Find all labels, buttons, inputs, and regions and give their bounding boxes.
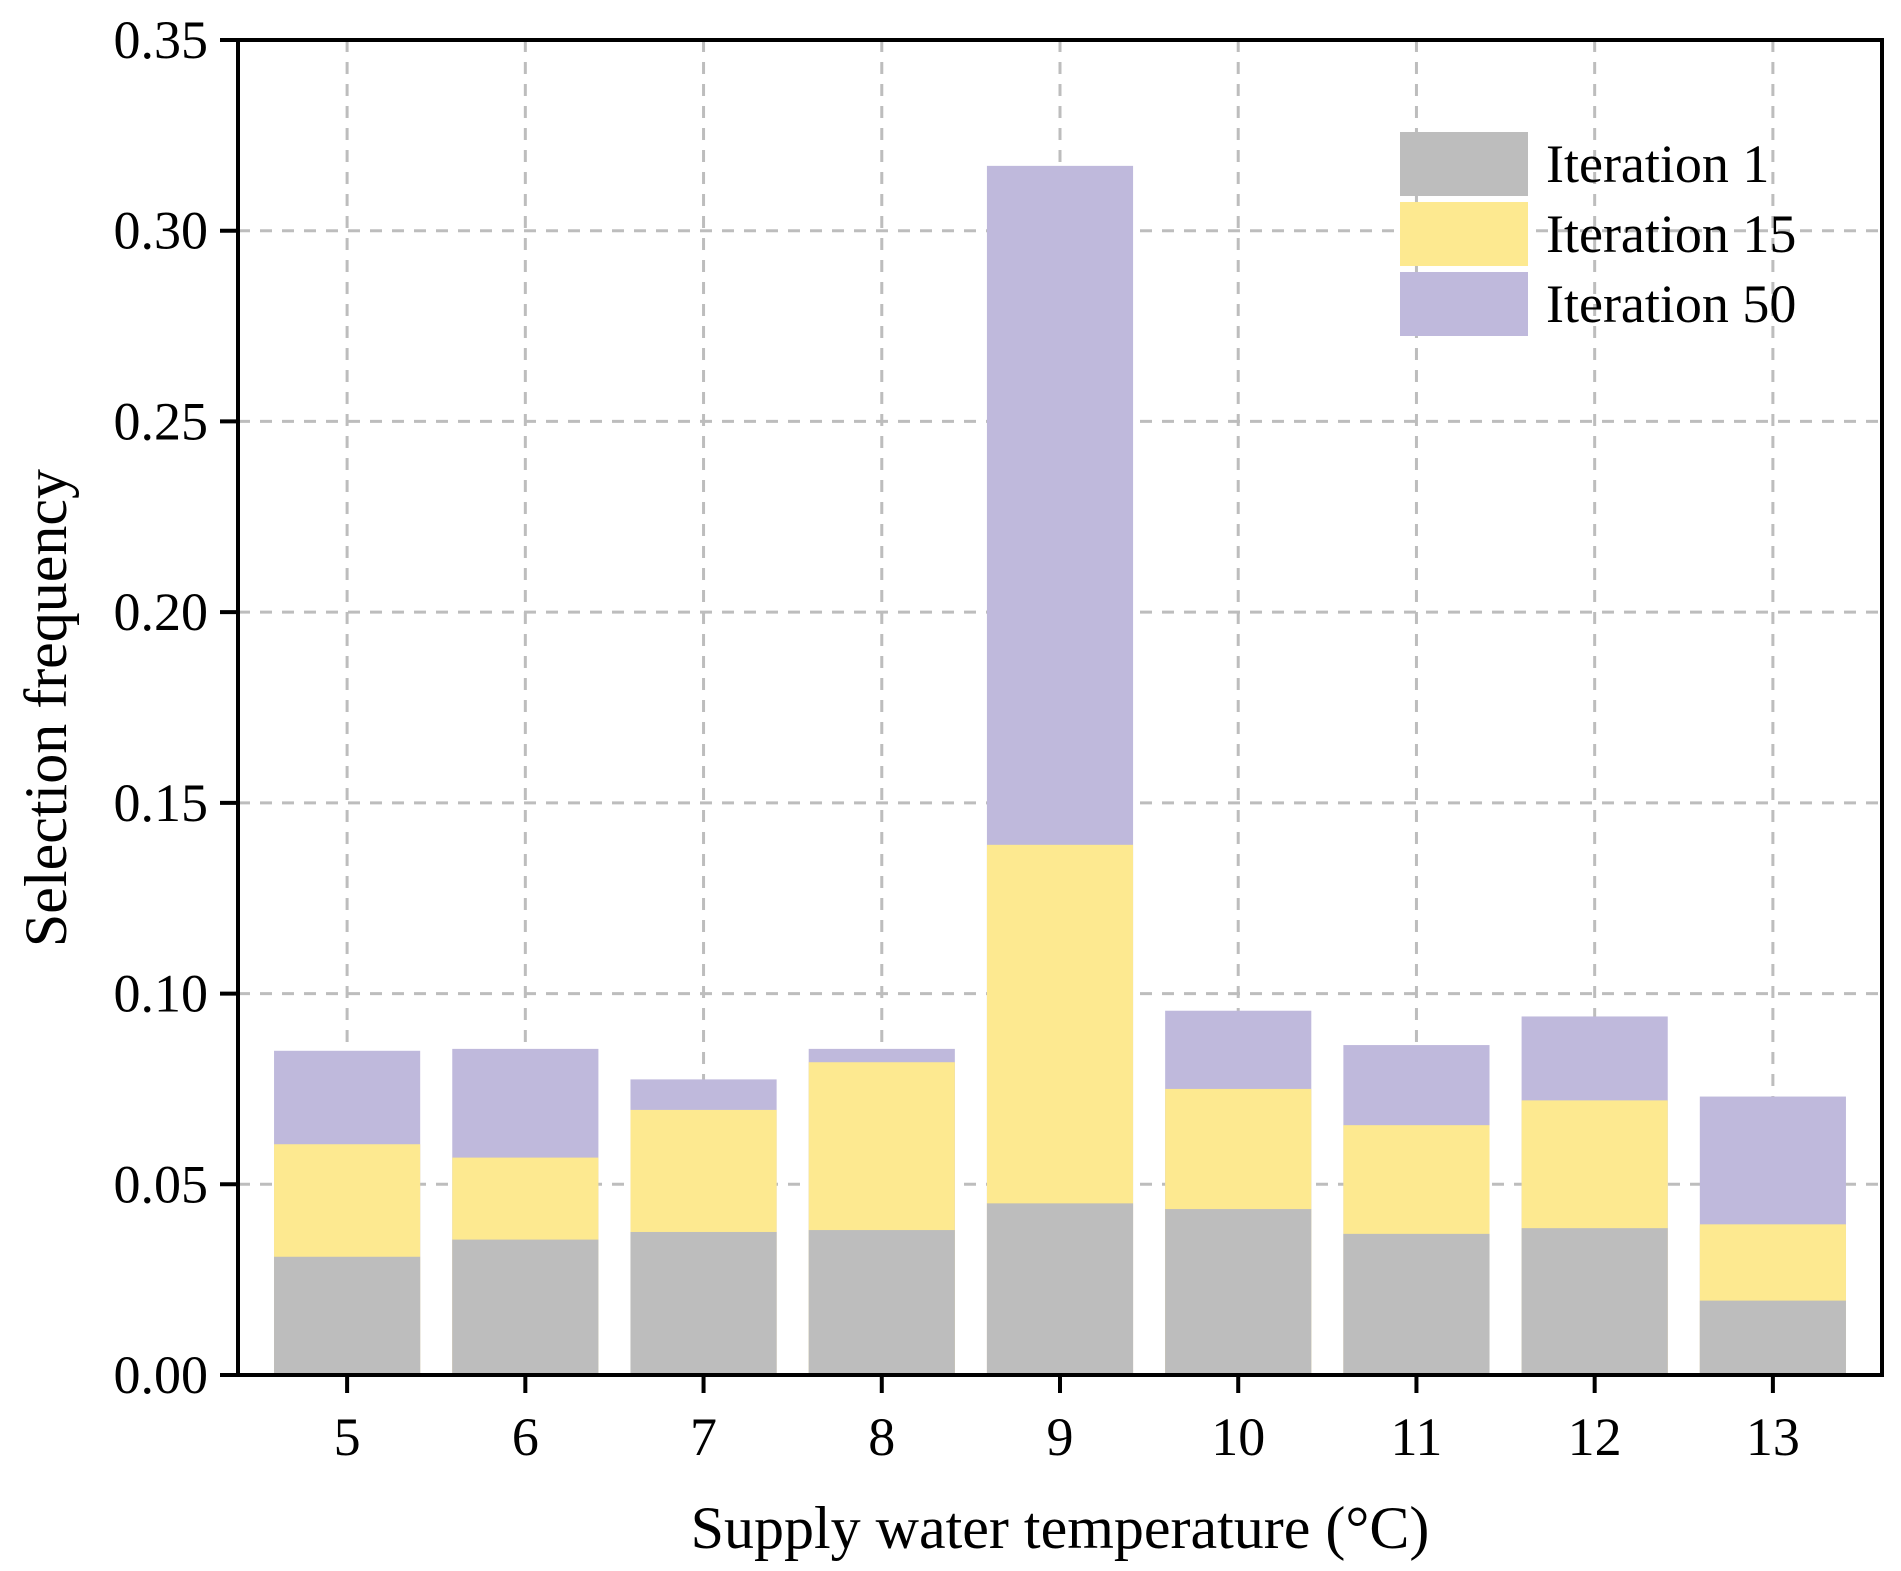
- x-tick-label: 7: [690, 1407, 717, 1467]
- legend-swatch: [1400, 202, 1528, 266]
- bar-iteration-1: [808, 1230, 955, 1375]
- x-tick-label: 9: [1047, 1407, 1074, 1467]
- legend: Iteration 1 Iteration 15 Iteration 50: [1400, 132, 1796, 336]
- bar-iteration-1: [1521, 1228, 1668, 1375]
- y-tick-label: 0.30: [114, 201, 209, 261]
- x-axis: 5 6 7 8 9 10 11 12 13: [334, 1375, 1800, 1467]
- y-axis-title: Selection frequency: [13, 469, 79, 947]
- x-tick-label: 5: [334, 1407, 361, 1467]
- legend-swatch: [1400, 132, 1528, 196]
- y-tick-label: 0.00: [114, 1345, 209, 1405]
- y-axis: 0.00 0.05 0.10 0.15 0.20 0.25 0.30 0.35: [114, 10, 238, 1405]
- y-tick-label: 0.25: [114, 391, 209, 451]
- legend-label: Iteration 50: [1546, 274, 1796, 334]
- x-tick-label: 10: [1211, 1407, 1265, 1467]
- x-tick-label: 6: [512, 1407, 539, 1467]
- x-axis-title: Supply water temperature (°C): [691, 1495, 1430, 1561]
- x-tick-label: 11: [1390, 1407, 1442, 1467]
- bars: [274, 165, 1846, 1375]
- y-tick-label: 0.05: [114, 1154, 209, 1214]
- y-tick-label: 0.20: [114, 582, 209, 642]
- legend-label: Iteration 15: [1546, 204, 1796, 264]
- x-tick-label: 13: [1746, 1407, 1800, 1467]
- bar-iteration-1: [986, 1203, 1134, 1375]
- legend-label: Iteration 1: [1546, 134, 1769, 194]
- legend-swatch: [1400, 272, 1528, 336]
- y-tick-label: 0.35: [114, 10, 209, 70]
- x-tick-label: 8: [868, 1407, 895, 1467]
- bar-iteration-1: [1165, 1209, 1312, 1375]
- y-tick-label: 0.10: [114, 964, 209, 1024]
- bar-iteration-1: [1343, 1233, 1490, 1375]
- bar-iteration-1: [1699, 1300, 1846, 1375]
- y-tick-label: 0.15: [114, 773, 209, 833]
- bar-iteration-1: [630, 1231, 777, 1375]
- bar-iteration-1: [452, 1239, 599, 1375]
- x-tick-label: 12: [1568, 1407, 1622, 1467]
- bar-iteration-1: [274, 1256, 421, 1375]
